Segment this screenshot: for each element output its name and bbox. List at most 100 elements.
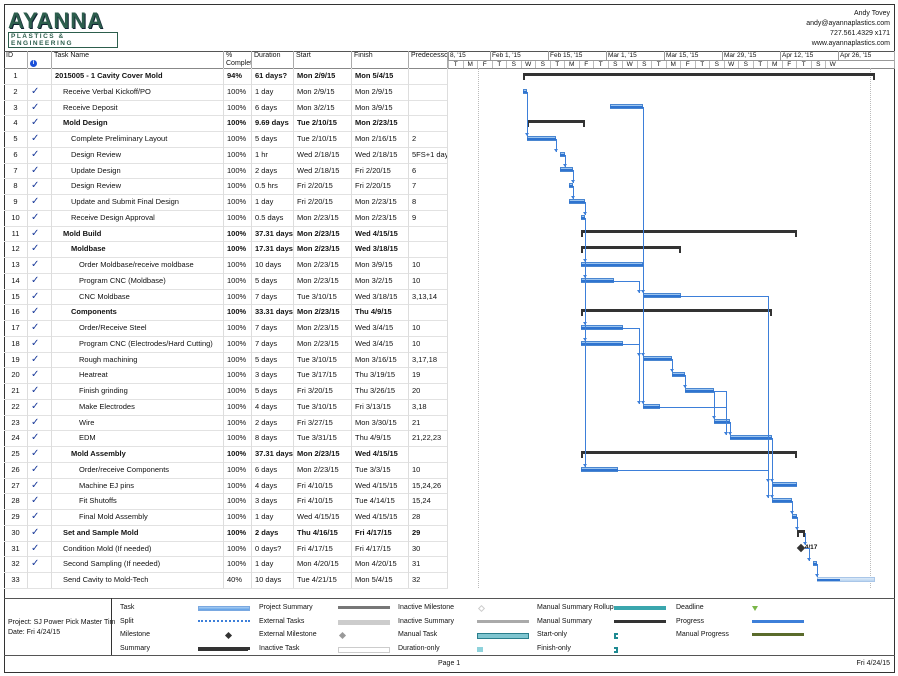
task-name[interactable]: Order/receive Components <box>52 461 224 478</box>
task-start[interactable]: Wed 2/18/15 <box>294 162 352 179</box>
task-dur[interactable]: 2 days <box>252 414 294 431</box>
task-name[interactable]: Update and Submit Final Design <box>52 194 224 210</box>
task-finish[interactable]: Mon 2/16/15 <box>352 131 409 147</box>
task-id[interactable]: 1 <box>4 68 28 84</box>
task-pred[interactable]: 8 <box>409 194 448 210</box>
task-start[interactable]: Tue 2/10/15 <box>294 131 352 147</box>
task-id[interactable]: 22 <box>4 398 28 415</box>
task-start[interactable]: Mon 2/9/15 <box>294 83 352 100</box>
task-start[interactable]: Wed 4/15/15 <box>294 509 352 525</box>
task-dur[interactable]: 10 days <box>252 572 294 588</box>
task-pct[interactable]: 40% <box>224 572 252 588</box>
task-dur[interactable]: 7 days <box>252 320 294 336</box>
task-id[interactable]: 26 <box>4 461 28 478</box>
task-dur[interactable]: 1 day <box>252 83 294 100</box>
task-finish[interactable]: Mon 4/20/15 <box>352 556 409 572</box>
task-start[interactable]: Fri 4/10/15 <box>294 493 352 509</box>
task-dur[interactable]: 1 hr <box>252 146 294 163</box>
task-pct[interactable]: 100% <box>224 414 252 431</box>
task-pred[interactable]: 19 <box>409 367 448 383</box>
task-name[interactable]: Order/Receive Steel <box>52 320 224 336</box>
task-id[interactable]: 18 <box>4 335 28 352</box>
task-finish[interactable]: Fri 4/17/15 <box>352 524 409 541</box>
task-pct[interactable]: 100% <box>224 131 252 147</box>
task-pct[interactable]: 100% <box>224 146 252 163</box>
task-start[interactable]: Fri 4/17/15 <box>294 540 352 557</box>
task-name[interactable]: Design Review <box>52 146 224 163</box>
task-dur[interactable]: 1 day <box>252 509 294 525</box>
task-name[interactable]: Program CNC (Moldbase) <box>52 272 224 289</box>
task-id[interactable]: 5 <box>4 131 28 147</box>
task-dur[interactable]: 10 days <box>252 257 294 273</box>
task-finish[interactable]: Wed 4/15/15 <box>352 509 409 525</box>
task-dur[interactable]: 0 days? <box>252 540 294 557</box>
task-pct[interactable]: 100% <box>224 304 252 320</box>
task-start[interactable]: Mon 2/23/15 <box>294 209 352 226</box>
task-pred[interactable]: 3,18 <box>409 398 448 415</box>
task-pct[interactable]: 100% <box>224 524 252 541</box>
task-pct[interactable]: 100% <box>224 383 252 399</box>
task-pred[interactable]: 31 <box>409 556 448 572</box>
task-id[interactable]: 17 <box>4 320 28 336</box>
task-dur[interactable]: 5 days <box>252 351 294 368</box>
task-pct[interactable]: 100% <box>224 461 252 478</box>
task-pct[interactable]: 100% <box>224 446 252 462</box>
task-dur[interactable]: 9.69 days <box>252 115 294 131</box>
task-finish[interactable]: Tue 3/3/15 <box>352 461 409 478</box>
task-pct[interactable]: 100% <box>224 241 252 257</box>
task-name[interactable]: Complete Preliminary Layout <box>52 131 224 147</box>
task-id[interactable]: 11 <box>4 225 28 242</box>
task-start[interactable]: Thu 4/16/15 <box>294 524 352 541</box>
task-dur[interactable]: 6 days <box>252 99 294 116</box>
task-pct[interactable]: 100% <box>224 288 252 305</box>
task-pred[interactable]: 21 <box>409 414 448 431</box>
task-id[interactable]: 27 <box>4 477 28 494</box>
task-start[interactable]: Mon 2/23/15 <box>294 304 352 320</box>
task-id[interactable]: 25 <box>4 446 28 462</box>
task-finish[interactable]: Mon 3/9/15 <box>352 257 409 273</box>
task-id[interactable]: 9 <box>4 194 28 210</box>
task-name[interactable]: Fit Shutoffs <box>52 493 224 509</box>
task-name[interactable]: Components <box>52 304 224 320</box>
task-dur[interactable]: 61 days? <box>252 68 294 84</box>
task-id[interactable]: 19 <box>4 351 28 368</box>
task-name[interactable]: Update Design <box>52 162 224 179</box>
task-finish[interactable]: Wed 4/15/15 <box>352 225 409 242</box>
task-id[interactable]: 2 <box>4 83 28 100</box>
task-dur[interactable]: 2 days <box>252 162 294 179</box>
task-finish[interactable]: Mon 5/4/15 <box>352 68 409 84</box>
task-id[interactable]: 4 <box>4 115 28 131</box>
task-pct[interactable]: 100% <box>224 257 252 273</box>
task-pred[interactable]: 3,13,14 <box>409 288 448 305</box>
task-start[interactable]: Fri 2/20/15 <box>294 178 352 194</box>
task-finish[interactable]: Mon 3/2/15 <box>352 272 409 289</box>
task-pred[interactable] <box>409 446 448 462</box>
task-dur[interactable]: 2 days <box>252 524 294 541</box>
task-name[interactable]: Receive Deposit <box>52 99 224 116</box>
task-finish[interactable]: Fri 4/17/15 <box>352 540 409 557</box>
task-name[interactable]: EDM <box>52 430 224 446</box>
task-id[interactable]: 31 <box>4 540 28 557</box>
task-id[interactable]: 33 <box>4 572 28 588</box>
task-start[interactable]: Mon 2/23/15 <box>294 320 352 336</box>
task-dur[interactable]: 7 days <box>252 288 294 305</box>
task-name[interactable]: Set and Sample Mold <box>52 524 224 541</box>
task-pred[interactable]: 28 <box>409 509 448 525</box>
task-dur[interactable]: 17.31 days <box>252 241 294 257</box>
task-pred[interactable]: 30 <box>409 540 448 557</box>
task-id[interactable]: 30 <box>4 524 28 541</box>
task-name[interactable]: Design Review <box>52 178 224 194</box>
task-pct[interactable]: 100% <box>224 162 252 179</box>
task-dur[interactable]: 5 days <box>252 131 294 147</box>
task-finish[interactable]: Mon 5/4/15 <box>352 572 409 588</box>
task-finish[interactable]: Mon 3/16/15 <box>352 351 409 368</box>
task-pct[interactable]: 100% <box>224 209 252 226</box>
task-id[interactable]: 8 <box>4 178 28 194</box>
task-name[interactable]: CNC Moldbase <box>52 288 224 305</box>
task-pred[interactable]: 29 <box>409 524 448 541</box>
task-name[interactable]: Moldbase <box>52 241 224 257</box>
task-start[interactable]: Wed 2/18/15 <box>294 146 352 163</box>
task-start[interactable]: Fri 3/20/15 <box>294 383 352 399</box>
task-finish[interactable]: Wed 4/15/15 <box>352 477 409 494</box>
task-name[interactable]: Machine EJ pins <box>52 477 224 494</box>
